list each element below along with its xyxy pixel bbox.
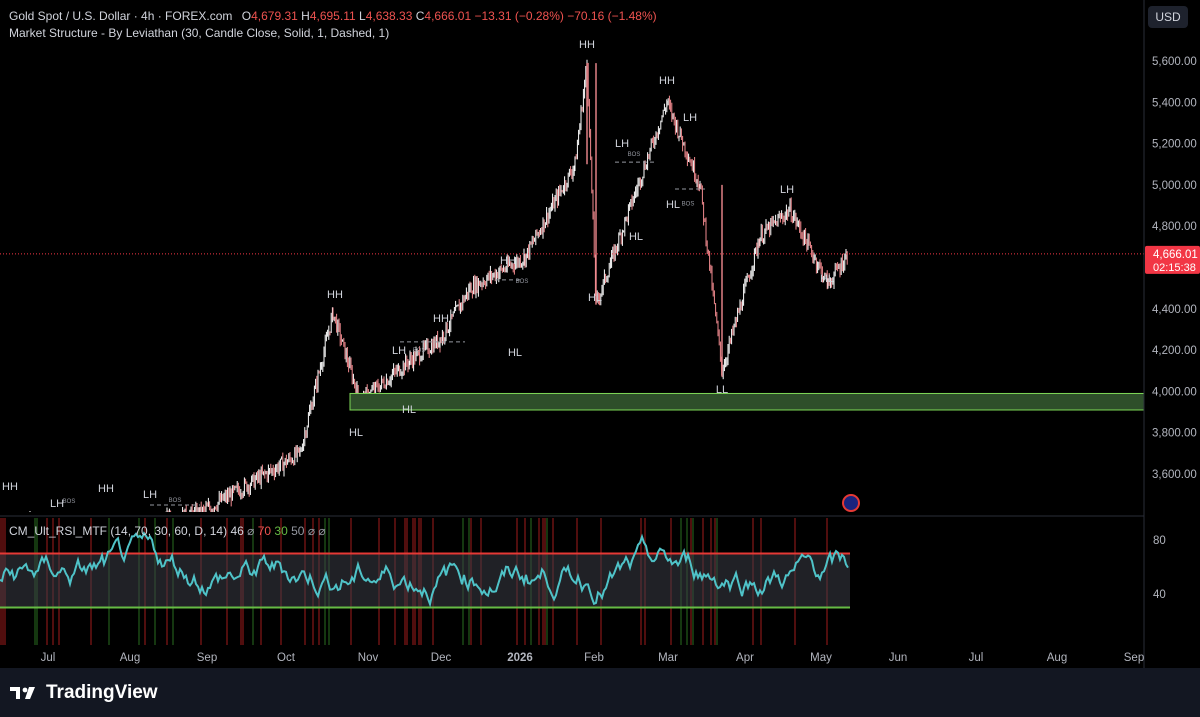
time-label: Jul [41,652,56,664]
structure-label: HL [508,347,522,359]
change-value-2: −70.16 (−1.48%) [567,9,657,23]
structure-label: HL [666,199,680,211]
rsi-null-3: ⌀ [318,524,326,538]
last-price-badge [1145,245,1200,274]
price-tick: 4,400.00 [1152,304,1197,316]
structure-label: HL [629,231,643,243]
price-tick: 4,000.00 [1152,386,1197,398]
rsi-tick: 80 [1153,535,1166,547]
time-label: Apr [736,652,754,664]
price-tick: 3,800.00 [1152,428,1197,440]
structure-label: LH [50,498,64,510]
rsi-mid-value: 50 [291,524,305,538]
time-label: Nov [358,652,379,664]
rsi-title: CM_Ult_RSI_MTF (14, 70, 30, 60, D, 14) [9,524,228,538]
symbol-title[interactable]: Gold Spot / U.S. Dollar · 4h · FOREX.com [9,9,233,23]
structure-label: HH [433,313,449,325]
structure-label: LH [615,138,629,150]
time-label: Sep [1124,652,1144,664]
structure-label: HL [349,427,363,439]
indicator-title[interactable]: Market Structure - By Leviathan (30, Can… [9,26,390,40]
structure-label: HH [659,75,675,87]
demand-zone [349,392,1145,411]
bos-label: BOS [169,498,182,504]
structure-label: LH [683,112,697,124]
bos-label: BOS [682,202,695,208]
time-label: Oct [277,652,296,664]
rsi-null-1: ⌀ [247,524,255,538]
time-axis[interactable]: Jul Aug Sep Oct Nov Dec 2026 Feb Mar Apr May Jun Jul… [41,652,1145,664]
price-axis[interactable]: 5,600.00 5,400.00 5,200.00 5,000.00 4,800.00… [1145,56,1200,601]
structure-label: LH [392,345,406,357]
rsi-range-fill [0,553,850,608]
price-tick: 4,200.00 [1152,345,1197,357]
bos-label: BOS [63,499,76,505]
time-label: Dec [431,652,452,664]
time-label: Jun [889,652,908,664]
tradingview-logo-icon [10,687,35,699]
price-tick: 4,800.00 [1152,221,1197,233]
chart-legend: Gold Spot / U.S. Dollar · 4h · FOREX.com… [9,8,657,42]
structure-label: HL [402,404,416,416]
time-label: Aug [120,652,140,664]
structure-label: HL [820,273,834,285]
structure-label: HH [98,483,114,495]
price-tick: 3,600.00 [1152,469,1197,481]
structure-label: LL [716,384,728,396]
currency-button[interactable]: USD [1148,6,1188,28]
price-tick: 5,000.00 [1152,180,1197,192]
price-tick: 5,400.00 [1152,97,1197,109]
close-label: C [415,9,425,23]
bos-label: BOS [413,348,426,354]
rsi-legend[interactable]: CM_Ult_RSI_MTF (14, 70, 30, 60, D, 14) 4… [9,524,326,538]
countdown-value: 02:15:38 [1153,262,1196,274]
rsi-pane [0,531,850,609]
market-structure-layer: BOS BOS BOS BOS BOS BOS HH LH HH LH HH HL LH HL HH HL HH… [2,39,1145,510]
price-tick: 5,600.00 [1152,56,1197,68]
structure-label: HL [588,292,602,304]
last-price-value: 4,666.01 [1153,249,1198,261]
structure-label: LH [780,184,794,196]
rsi-tick: 40 [1153,589,1166,601]
structure-label: HH [579,39,595,51]
time-label: 2026 [507,652,533,664]
high-value: 4,695.11 [309,9,356,23]
time-label: Jul [969,652,984,664]
structure-label: HH [500,255,516,267]
time-label: Sep [197,652,217,664]
brand-name: TradingView [46,682,158,703]
structure-label: HH [327,289,343,301]
rsi-lower-value: 30 [274,524,288,538]
rsi-null-2: ⌀ [307,524,316,538]
low-label: L [359,9,366,23]
time-label: Feb [584,652,604,664]
high-label: H [301,9,310,23]
close-value: 4,666.01 [424,9,472,23]
rsi-value: 46 [230,524,244,538]
structure-label: LH [143,489,157,501]
open-label: O [241,9,252,23]
price-tick: 5,200.00 [1152,139,1197,151]
rsi-line [0,531,849,608]
time-label: Aug [1047,652,1067,664]
bos-label: BOS [628,152,641,158]
flag-icon[interactable] [842,494,860,512]
time-label: Mar [658,652,678,664]
bos-label: BOS [516,279,529,285]
footer-bar [0,668,1200,717]
rsi-upper-value: 70 [257,524,272,538]
low-value: 4,638.33 [365,9,413,23]
structure-label: HH [2,481,18,493]
open-value: 4,679.31 [251,9,298,23]
tradingview-logo[interactable]: TradingView [10,682,158,704]
change-value: −13.31 (−0.28%) [474,9,564,23]
time-label: May [810,652,832,664]
